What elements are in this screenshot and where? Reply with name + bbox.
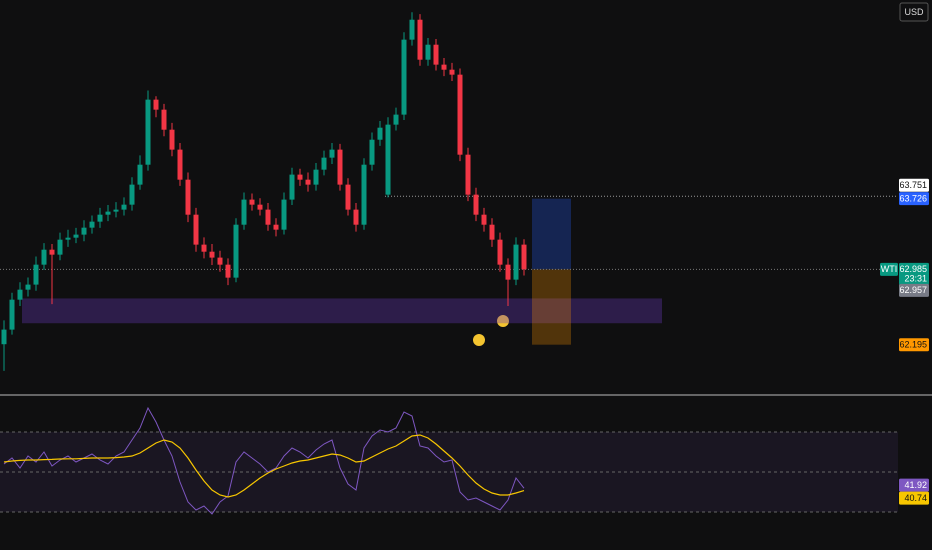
candle-body xyxy=(353,209,359,225)
candle-body xyxy=(521,244,527,270)
rsi-value-label-box xyxy=(899,478,929,492)
stop-price-label: 62.195 xyxy=(899,340,927,350)
candle-body xyxy=(65,237,71,240)
candle-body xyxy=(25,284,31,290)
emoji-marker xyxy=(473,334,485,346)
candle-body xyxy=(265,209,271,225)
candle-body xyxy=(417,19,423,60)
position-profit xyxy=(532,198,571,270)
candle-body xyxy=(329,149,335,158)
candle-body xyxy=(81,227,87,235)
candle-body xyxy=(33,264,39,285)
support-zone xyxy=(22,298,662,324)
marker-price-label: 62.957 xyxy=(899,285,927,295)
candle-body xyxy=(169,129,175,150)
candle-body xyxy=(121,204,127,210)
candle-body xyxy=(465,154,471,195)
candle-body xyxy=(321,157,327,170)
candle-body xyxy=(97,214,103,222)
level-price-label-box xyxy=(899,178,929,192)
rsi-ma-value-label-box xyxy=(899,491,929,505)
candle-body xyxy=(473,194,479,215)
candle-body xyxy=(409,19,415,40)
emoji-marker xyxy=(497,315,509,327)
candle-body xyxy=(233,224,239,278)
candle-body xyxy=(297,174,303,180)
candle-body xyxy=(49,249,55,255)
current-price-label: 62.985 xyxy=(899,264,927,274)
candle-body xyxy=(305,179,311,185)
candle-body xyxy=(201,244,207,252)
candle-body xyxy=(113,209,119,212)
candle-body xyxy=(337,149,343,185)
currency-label: USD xyxy=(904,7,924,17)
symbol-label: WTI xyxy=(881,264,898,274)
stop-price-label-box xyxy=(899,338,929,352)
candle-body xyxy=(145,99,151,165)
candle-body xyxy=(481,214,487,225)
candle-body xyxy=(177,149,183,180)
candle-body xyxy=(393,114,399,125)
candle-body xyxy=(249,199,255,205)
candle-body xyxy=(9,299,15,330)
candle-body xyxy=(73,234,79,238)
rsi-line xyxy=(3,406,525,515)
candle-body xyxy=(41,249,47,265)
candle-body xyxy=(257,204,263,210)
candle-body xyxy=(505,264,511,280)
candle-body xyxy=(89,221,95,228)
rsi-band xyxy=(0,432,898,512)
candle-body xyxy=(185,179,191,215)
symbol-box xyxy=(880,262,898,276)
position-loss xyxy=(532,269,571,345)
candle-body xyxy=(345,184,351,210)
candle-body xyxy=(361,164,367,225)
candle-body xyxy=(217,257,223,265)
candle-body xyxy=(137,164,143,185)
candle-body xyxy=(377,127,383,140)
candle-body xyxy=(193,214,199,245)
candle-body xyxy=(241,199,247,225)
candle-body xyxy=(513,244,519,280)
target-price-label: 63.726 xyxy=(899,194,927,204)
candle-body xyxy=(401,39,407,115)
candle-body xyxy=(17,289,23,300)
candle-body xyxy=(129,184,135,205)
candle-body xyxy=(161,109,167,130)
candle-body xyxy=(433,44,439,65)
target-price-label-box xyxy=(899,192,929,206)
candle-body xyxy=(105,211,111,215)
current-price-box xyxy=(899,262,929,285)
level-price-label: 63.751 xyxy=(899,180,927,190)
candle-body xyxy=(225,264,231,278)
marker-price-label-box xyxy=(899,283,929,297)
candle-body xyxy=(441,64,447,70)
candle-body xyxy=(497,239,503,265)
candle-body xyxy=(489,224,495,240)
candle-body xyxy=(457,74,463,155)
countdown-label: 23:31 xyxy=(904,274,927,284)
candle-body xyxy=(1,329,7,345)
rsi-value-label: 41.92 xyxy=(904,480,927,490)
candle-body xyxy=(281,199,287,230)
candle-body xyxy=(57,239,63,255)
candle-body xyxy=(369,139,375,165)
candle-body xyxy=(313,169,319,185)
candle-body xyxy=(289,174,295,200)
rsi-ma-value-label: 40.74 xyxy=(904,493,927,503)
candle-body xyxy=(209,251,215,258)
candle-body xyxy=(153,99,159,110)
currency-button[interactable] xyxy=(899,2,929,22)
candle-body xyxy=(385,124,391,195)
rsi-line xyxy=(3,434,525,498)
candle-body xyxy=(273,224,279,230)
candle-body xyxy=(449,69,455,75)
candle-body xyxy=(425,44,431,60)
